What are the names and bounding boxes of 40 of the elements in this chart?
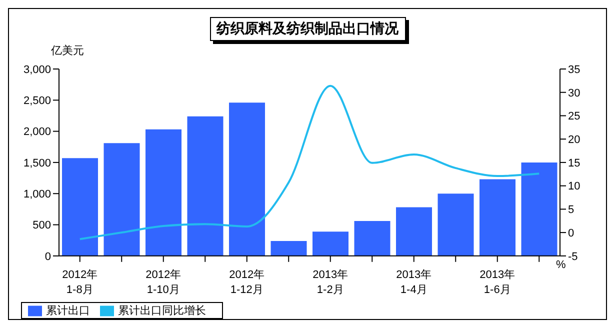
y2-tick-label: 20 <box>568 134 580 146</box>
y-axis-title: 亿美元 <box>51 44 84 58</box>
y-tick-label: 2,000 <box>23 126 51 138</box>
bar <box>104 143 140 256</box>
bar <box>396 207 432 256</box>
x-tick-label: 2013年 1-4月 <box>396 268 432 296</box>
y-tick-label: 2,500 <box>23 95 51 108</box>
x-tick-label: 2013年 1-2月 <box>312 268 348 296</box>
y-tick-label: 1,000 <box>23 188 51 201</box>
bar <box>480 179 516 256</box>
y2-tick-label: 30 <box>568 87 580 100</box>
bar <box>521 162 558 256</box>
line-series <box>78 84 540 240</box>
y-tick-label: 1,500 <box>23 157 51 170</box>
legend-label: 累计出口同比增长 <box>118 304 206 317</box>
y2-tick-label: 35 <box>568 64 580 76</box>
y2-tick-label: 15 <box>568 157 580 170</box>
bar <box>312 232 348 256</box>
legend-label: 累计出口 <box>46 304 90 317</box>
x-tick-label: 2012年 1-8月 <box>62 268 98 296</box>
y-tick-label: 3,000 <box>23 64 51 76</box>
y-tick-label: 0 <box>44 250 51 263</box>
bar <box>187 116 224 256</box>
x-tick-label: 2013年 1-6月 <box>480 268 516 296</box>
bar <box>270 240 307 256</box>
bar <box>62 158 98 256</box>
chart-title: 纺织原料及纺织制品出口情况 <box>210 17 406 41</box>
y2-tick-label: 10 <box>568 180 580 193</box>
bar <box>146 129 182 256</box>
y2-tick-label: 5 <box>568 204 574 216</box>
y2-axis-title: % <box>556 258 566 271</box>
x-tick-label: 2012年 1-12月 <box>229 268 265 296</box>
bar <box>438 194 474 256</box>
y2-tick-label: 0 <box>568 227 574 240</box>
y2-tick-label: 25 <box>568 110 580 123</box>
bar <box>229 102 265 256</box>
x-tick-label: 2012年 1-10月 <box>146 268 182 296</box>
bar <box>354 221 390 256</box>
y2-tick-label: -5 <box>568 250 578 263</box>
y-tick-label: 500 <box>32 220 51 232</box>
